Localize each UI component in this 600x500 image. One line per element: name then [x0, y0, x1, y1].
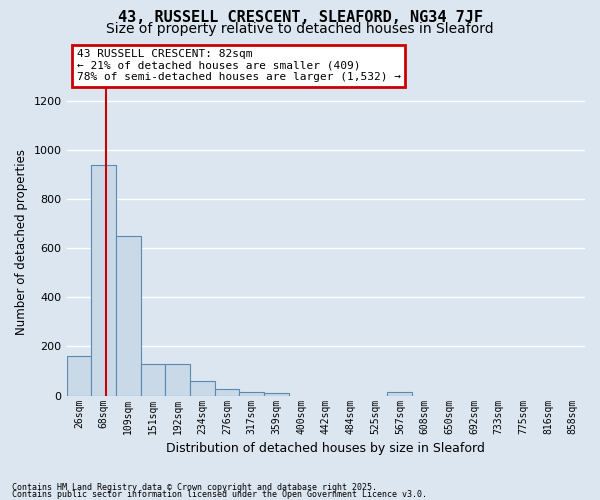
Bar: [116, 236, 140, 396]
Bar: [239, 392, 264, 396]
Bar: [91, 164, 116, 396]
Bar: [388, 392, 412, 396]
Text: 43 RUSSELL CRESCENT: 82sqm
← 21% of detached houses are smaller (409)
78% of sem: 43 RUSSELL CRESCENT: 82sqm ← 21% of deta…: [77, 49, 401, 82]
Bar: [67, 356, 91, 396]
Text: Size of property relative to detached houses in Sleaford: Size of property relative to detached ho…: [106, 22, 494, 36]
Bar: [190, 381, 215, 396]
Bar: [140, 364, 165, 396]
X-axis label: Distribution of detached houses by size in Sleaford: Distribution of detached houses by size …: [166, 442, 485, 455]
Y-axis label: Number of detached properties: Number of detached properties: [15, 149, 28, 335]
Bar: [165, 364, 190, 396]
Bar: [264, 393, 289, 396]
Text: 43, RUSSELL CRESCENT, SLEAFORD, NG34 7JF: 43, RUSSELL CRESCENT, SLEAFORD, NG34 7JF: [118, 10, 482, 25]
Text: Contains public sector information licensed under the Open Government Licence v3: Contains public sector information licen…: [12, 490, 427, 499]
Text: Contains HM Land Registry data © Crown copyright and database right 2025.: Contains HM Land Registry data © Crown c…: [12, 484, 377, 492]
Bar: [215, 390, 239, 396]
